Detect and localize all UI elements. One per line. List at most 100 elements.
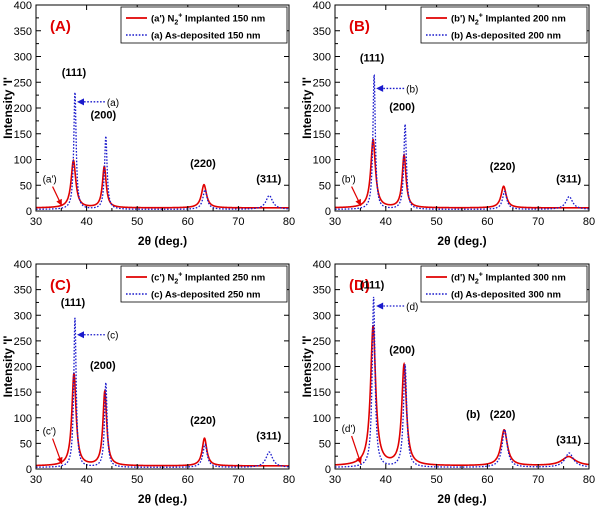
- peak-label: (311): [256, 430, 281, 442]
- legend-box: [420, 6, 588, 44]
- implanted-curve: [36, 372, 289, 467]
- panel-label: (B): [349, 18, 370, 35]
- x-tick-label: 70: [232, 474, 244, 486]
- y-tick-label: 300: [14, 52, 32, 64]
- implanted-curve: [335, 324, 589, 466]
- peak-label: (111): [360, 280, 385, 292]
- y-tick-label: 50: [319, 438, 331, 450]
- y-tick-label: 250: [313, 77, 331, 89]
- curve-label: (c'): [43, 427, 57, 438]
- y-tick-label: 0: [26, 464, 32, 476]
- legend-entry: (a) As-deposited 150 nm: [151, 31, 260, 42]
- x-axis-title: 2θ (deg.): [437, 234, 486, 248]
- y-tick-label: 400: [313, 259, 331, 271]
- legend-entry: (c) As-deposited 250 nm: [151, 290, 260, 301]
- as-deposited-curve: [36, 317, 289, 468]
- y-tick-label: 300: [313, 310, 331, 322]
- y-tick-label: 100: [313, 413, 331, 425]
- x-tick-label: 30: [329, 216, 341, 228]
- curve-label: (b'): [342, 175, 356, 186]
- y-tick-label: 200: [313, 362, 331, 374]
- peak-label: (111): [360, 53, 385, 65]
- x-axis-title: 2θ (deg.): [138, 492, 187, 506]
- panel-label: (C): [50, 277, 71, 294]
- peak-label: (200): [389, 345, 415, 357]
- legend-entry: (c') N2+ Implanted 250 nm: [151, 272, 265, 286]
- y-tick-label: 150: [14, 129, 32, 141]
- arrow-head: [76, 98, 84, 106]
- arrow-head: [76, 331, 84, 339]
- peak-label: (311): [556, 174, 581, 186]
- x-tick-label: 30: [329, 474, 341, 486]
- y-tick-label: 300: [313, 52, 331, 64]
- y-tick-label: 0: [26, 206, 32, 218]
- peak-label: (200): [90, 109, 116, 121]
- peak-label: (220): [490, 161, 516, 173]
- curve-label: (a'): [43, 175, 57, 186]
- peak-label: (111): [61, 297, 86, 309]
- arrow-head: [376, 84, 384, 92]
- legend-box: [420, 265, 588, 303]
- peak-label: (200): [389, 102, 415, 114]
- peak-label: (220): [190, 415, 216, 427]
- legend-box: [120, 6, 288, 44]
- chart-panel: 30 40 50 60 70 80 0 50 100 150 200 250 300 350 400 2θ (…: [300, 259, 595, 506]
- curve-label: (d): [406, 302, 418, 313]
- x-tick-label: 70: [532, 216, 544, 228]
- implanted-curve: [36, 159, 289, 209]
- y-axis-title: Intensity 'I': [300, 335, 314, 397]
- x-axis-title: 2θ (deg.): [437, 492, 486, 506]
- as-deposited-curve: [36, 91, 289, 210]
- y-tick-label: 400: [14, 259, 32, 271]
- y-tick-label: 350: [313, 285, 331, 297]
- arrow-head: [355, 198, 361, 206]
- x-tick-label: 60: [481, 216, 493, 228]
- y-tick-label: 50: [20, 438, 32, 450]
- legend-entry: (d') N2+ Implanted 300 nm: [451, 272, 566, 286]
- arrow-head: [356, 456, 362, 464]
- y-tick-label: 0: [325, 206, 331, 218]
- peak-label: (311): [556, 434, 581, 446]
- x-tick-label: 40: [380, 474, 392, 486]
- y-tick-label: 150: [313, 387, 331, 399]
- peak-label: (311): [256, 174, 281, 186]
- peak-label: (220): [490, 409, 516, 421]
- curve-label: (c): [107, 331, 119, 342]
- arrow-head: [376, 302, 384, 310]
- arrow-head: [56, 456, 63, 464]
- y-tick-label: 400: [14, 0, 32, 12]
- x-tick-label: 40: [80, 474, 92, 486]
- y-tick-label: 0: [325, 464, 331, 476]
- x-tick-label: 80: [283, 216, 295, 228]
- x-tick-label: 80: [583, 216, 595, 228]
- x-tick-label: 50: [131, 474, 143, 486]
- y-tick-label: 100: [14, 155, 32, 167]
- curve-label: (a): [107, 98, 119, 109]
- peak-label: (b): [466, 409, 480, 421]
- y-axis-title: Intensity 'I': [1, 335, 15, 397]
- y-tick-label: 300: [14, 310, 32, 322]
- legend-entry: (b) As-deposited 200 nm: [451, 31, 561, 42]
- y-axis-title: Intensity 'I': [300, 77, 314, 139]
- chart-panel: 30 40 50 60 70 80 0 50 100 150 200 250 300 350 400 2θ (…: [300, 0, 595, 248]
- legend-entry: (b') N2+ Implanted 200 nm: [451, 13, 566, 27]
- x-tick-label: 40: [380, 216, 392, 228]
- peak-label: (111): [62, 67, 87, 79]
- as-deposited-curve: [335, 296, 589, 468]
- x-tick-label: 60: [182, 216, 194, 228]
- y-tick-label: 250: [14, 336, 32, 348]
- peak-label: (200): [90, 360, 116, 372]
- arrow-head: [56, 198, 62, 206]
- x-tick-label: 80: [283, 474, 295, 486]
- y-tick-label: 200: [14, 362, 32, 374]
- x-tick-label: 50: [131, 216, 143, 228]
- x-tick-label: 70: [532, 474, 544, 486]
- legend-box: [120, 265, 288, 303]
- y-tick-label: 400: [313, 0, 331, 12]
- y-tick-label: 350: [313, 26, 331, 38]
- x-tick-label: 50: [430, 474, 442, 486]
- x-tick-label: 80: [583, 474, 595, 486]
- y-tick-label: 250: [14, 77, 32, 89]
- y-tick-label: 150: [14, 387, 32, 399]
